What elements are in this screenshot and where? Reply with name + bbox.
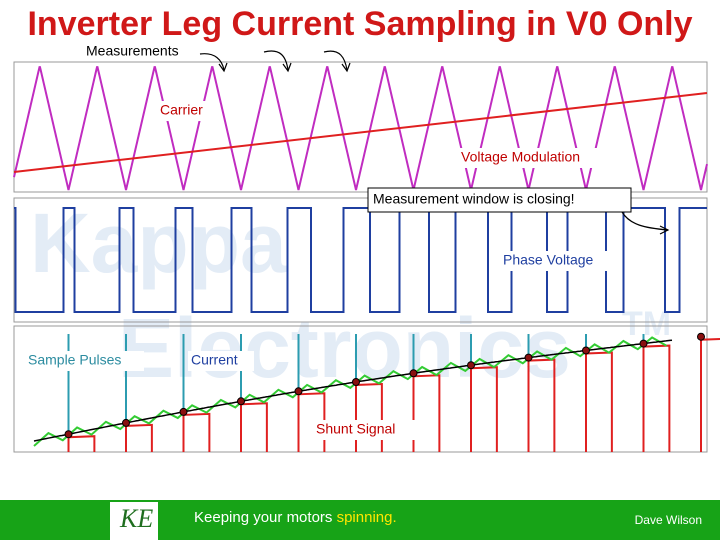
title: Inverter Leg Current Sampling in V0 Only [27, 5, 692, 43]
label: Measurement window is closing! [373, 191, 575, 207]
sample-point [468, 362, 475, 369]
watermark: Kappa [30, 196, 288, 290]
sample-point [180, 408, 187, 415]
sample-point [583, 347, 590, 354]
label: Current [191, 352, 238, 368]
author: Dave Wilson [635, 513, 702, 527]
sample-point [65, 431, 72, 438]
sample-point [353, 379, 360, 386]
label: Shunt Signal [316, 421, 395, 437]
logo: KE [119, 504, 153, 533]
slogan: Keeping your motors spinning. [194, 509, 397, 526]
label: Phase Voltage [503, 252, 594, 268]
slogan-end: spinning. [337, 509, 397, 526]
sample-point [123, 419, 130, 426]
watermark: TM [622, 305, 671, 343]
sample-point [698, 333, 705, 340]
sample-point [295, 388, 302, 395]
label: Measurements [86, 43, 179, 59]
sample-point [238, 398, 245, 405]
sample-point [525, 354, 532, 361]
watermark: Electronics [118, 301, 571, 395]
label: Sample Pulses [28, 352, 121, 368]
sample-point [410, 370, 417, 377]
slogan-start: Keeping your motors [194, 509, 332, 526]
label: Carrier [160, 102, 203, 118]
label: Voltage Modulation [461, 149, 580, 165]
sample-point [640, 340, 647, 347]
